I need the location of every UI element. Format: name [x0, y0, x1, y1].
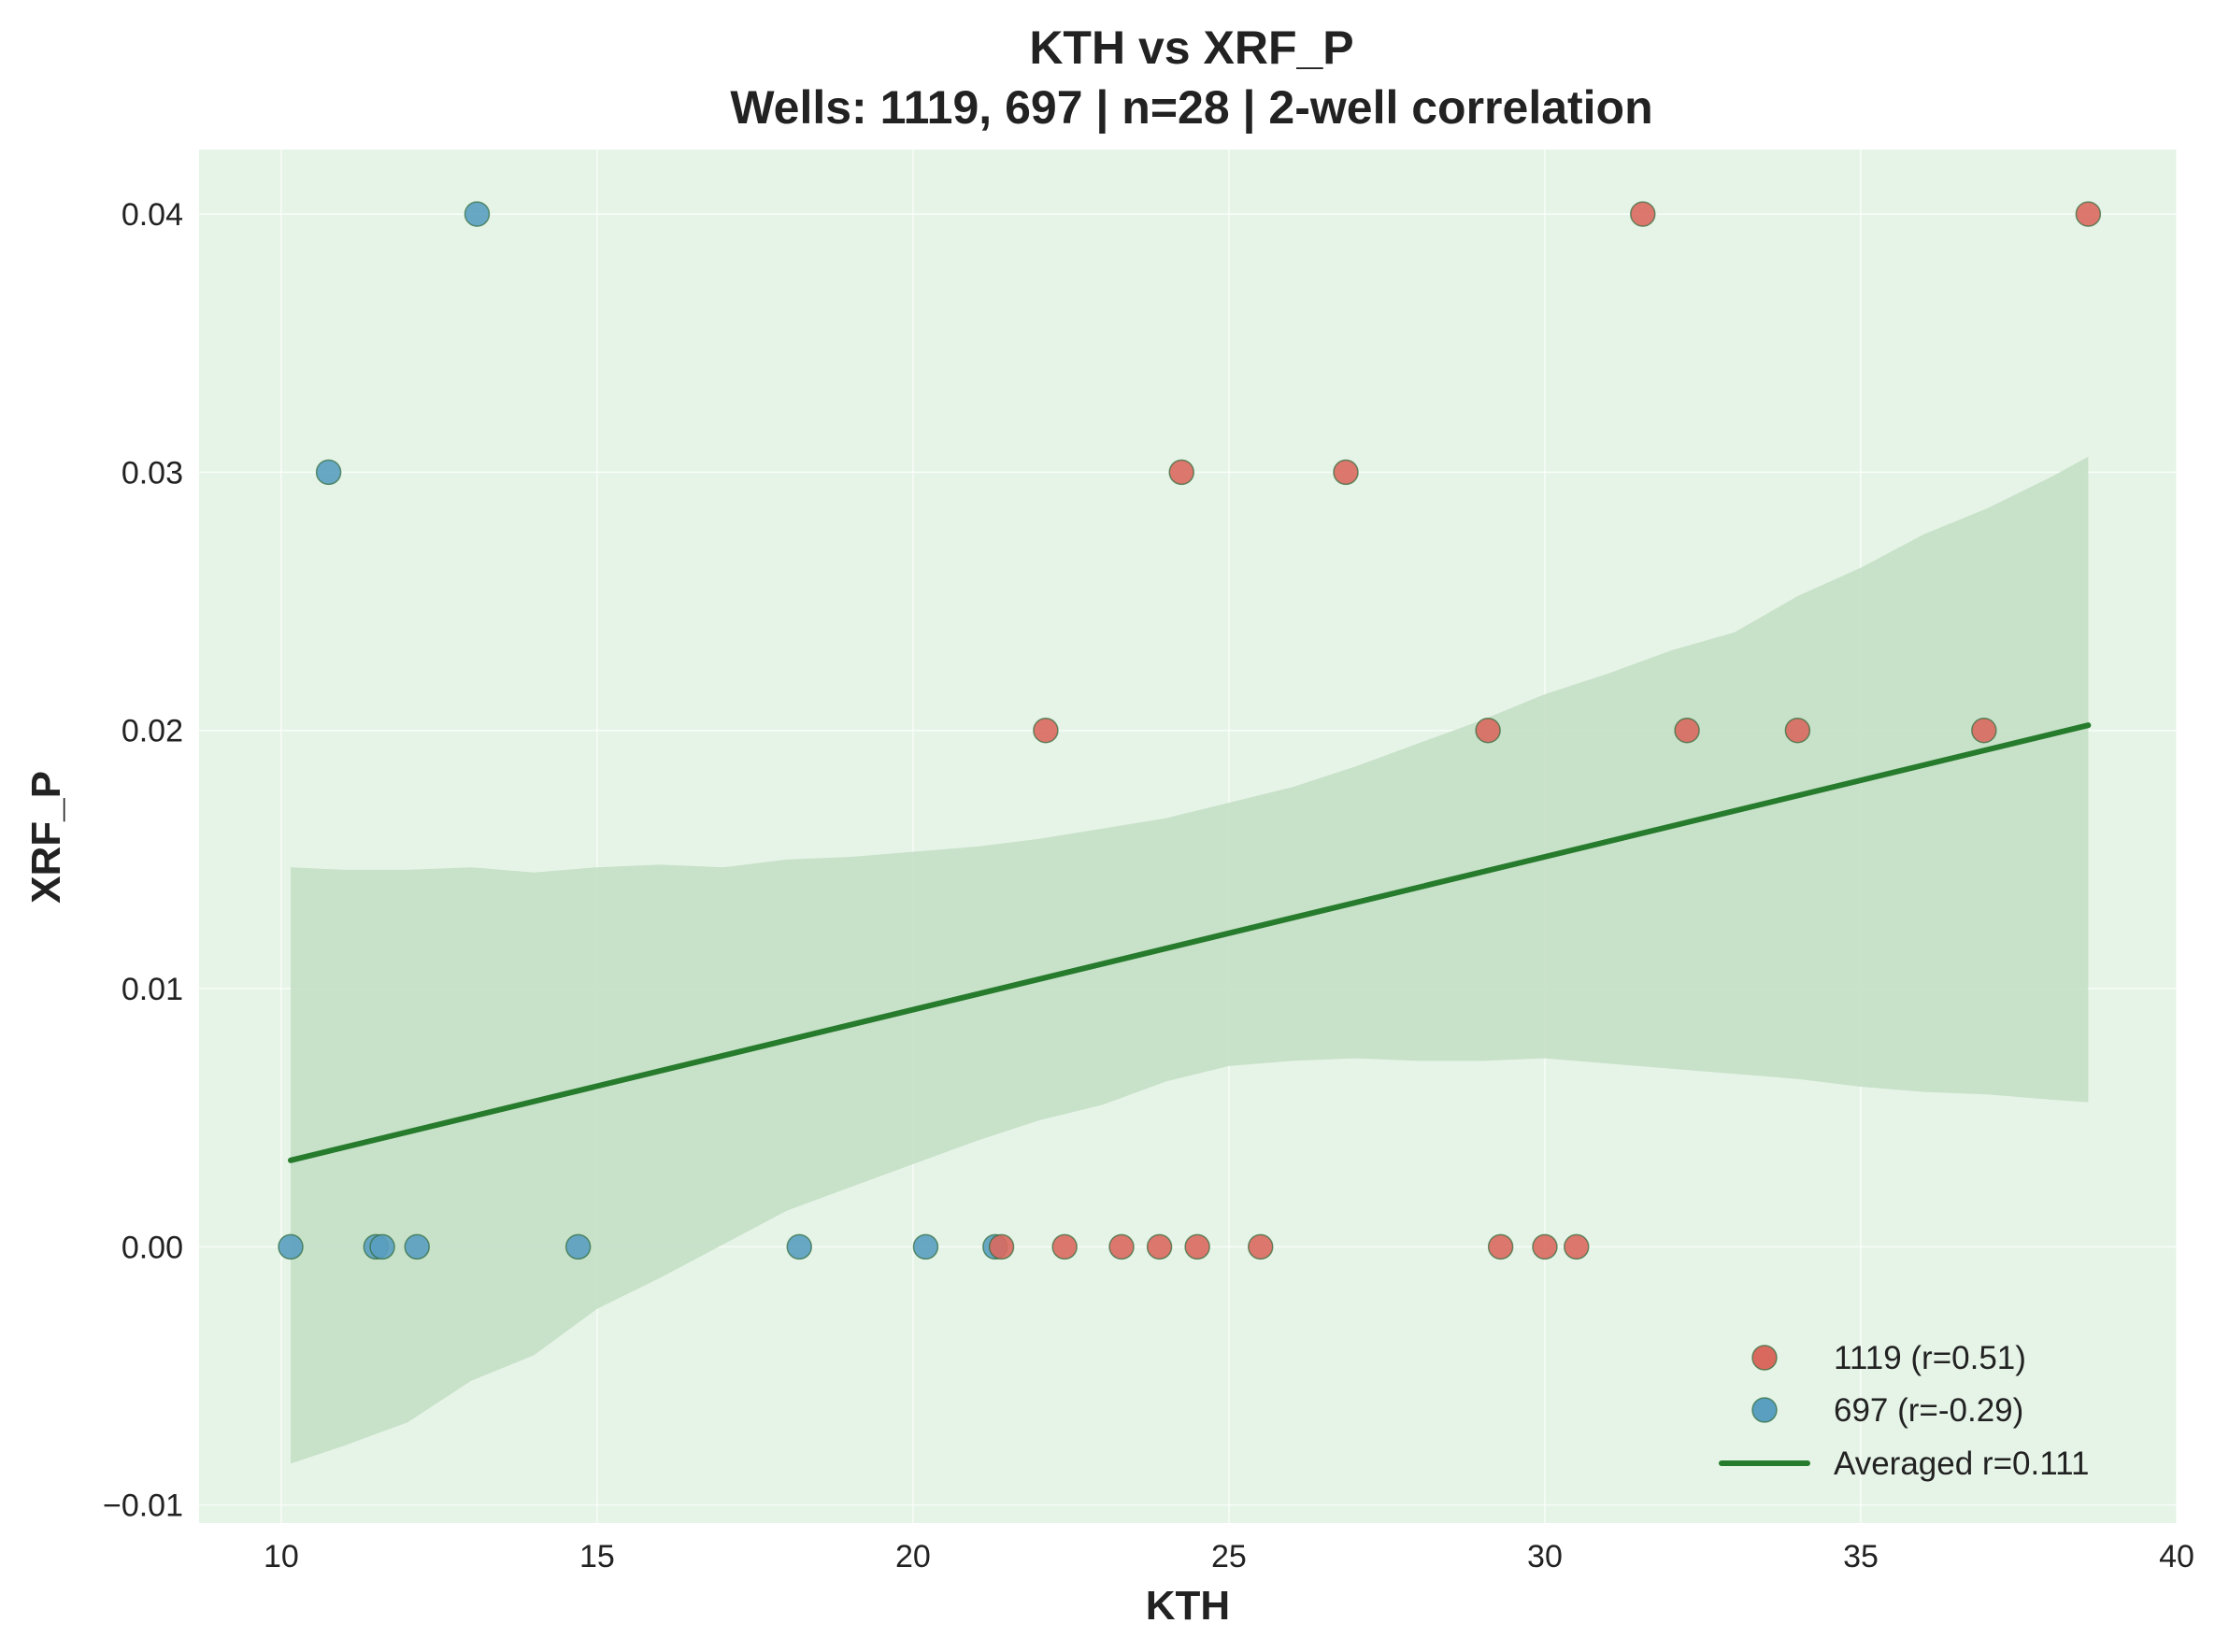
chart-subtitle: Wells: 1119, 697 | n=28 | 2-well correla…	[730, 81, 1652, 135]
point-1119-11	[1532, 1233, 1558, 1260]
x-tick-label-5: 35	[1843, 1539, 1879, 1574]
y-tick-label-2: 0.01	[121, 972, 183, 1007]
point-697-5	[464, 201, 491, 227]
x-tick-label-6: 40	[2159, 1539, 2194, 1574]
point-1119-5	[1168, 459, 1194, 486]
legend-marker-697	[1751, 1397, 1778, 1423]
point-697-6	[564, 1233, 592, 1260]
point-697-0	[278, 1233, 304, 1260]
point-1119-7	[1247, 1233, 1274, 1260]
legend-label-averaged: Averaged r=0.111	[1834, 1446, 2089, 1482]
confidence-band	[291, 456, 2089, 1464]
point-697-3	[369, 1233, 395, 1260]
point-1119-8	[1333, 459, 1359, 486]
y-tick-label-1: 0.00	[121, 1230, 183, 1265]
point-1119-6	[1184, 1233, 1210, 1260]
y-axis-label: XRF_P	[23, 771, 69, 904]
x-axis-label: KTH	[1146, 1583, 1230, 1629]
point-1119-17	[2075, 201, 2102, 227]
legend: 1119 (r=0.51) 697 (r=-0.29) Averaged r=0…	[1719, 1340, 2089, 1482]
point-697-8	[912, 1233, 939, 1260]
point-1119-1	[1033, 717, 1059, 744]
point-1119-15	[1784, 717, 1811, 744]
x-tick-label-0: 10	[264, 1539, 299, 1574]
confidence-band-layer	[291, 456, 2089, 1464]
y-tick-label-4: 0.03	[121, 455, 183, 491]
legend-label-697: 697 (r=-0.29)	[1834, 1392, 2023, 1429]
y-tick-label-3: 0.02	[121, 714, 183, 749]
point-1119-12	[1564, 1233, 1590, 1260]
legend-label-1119: 1119 (r=0.51)	[1834, 1340, 2026, 1376]
legend-marker-1119	[1751, 1345, 1778, 1371]
point-1119-9	[1475, 717, 1501, 744]
point-697-1	[315, 459, 342, 486]
point-1119-2	[1051, 1233, 1078, 1260]
y-tick-label-5: 0.04	[121, 197, 183, 233]
point-697-7	[786, 1233, 812, 1260]
regression-line	[288, 722, 2092, 1163]
chart-title: KTH vs XRF_P	[1029, 21, 1353, 74]
x-tick-label-3: 25	[1211, 1539, 1247, 1574]
x-tick-label-2: 20	[895, 1539, 931, 1574]
point-1119-14	[1674, 717, 1700, 744]
regression-line-layer	[288, 722, 2092, 1163]
point-1119-3	[1108, 1233, 1135, 1260]
y-tick-label-0: −0.01	[103, 1488, 183, 1524]
tick-labels: 10 15 20 25 30 35 40 −0.01 0.00 0.01 0.02 0.03 0.04	[103, 197, 2194, 1574]
point-1119-0	[988, 1233, 1015, 1260]
point-1119-10	[1487, 1233, 1514, 1260]
x-tick-label-1: 15	[579, 1539, 615, 1574]
point-697-4	[404, 1233, 430, 1260]
point-1119-4	[1146, 1233, 1173, 1260]
point-1119-13	[1629, 201, 1656, 227]
point-1119-16	[1971, 717, 1997, 744]
x-tick-label-4: 30	[1527, 1539, 1563, 1574]
scatter-points-layer	[278, 201, 2102, 1260]
